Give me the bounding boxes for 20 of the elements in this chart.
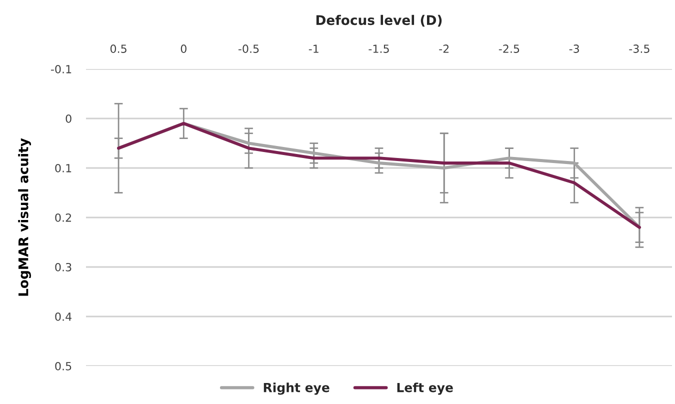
x-axis-title: Defocus level (D) bbox=[316, 14, 442, 27]
y-tick-label: 0 bbox=[66, 114, 72, 123]
x-tick-label: -1.5 bbox=[368, 44, 389, 53]
legend-label: Right eye bbox=[264, 382, 330, 395]
x-tick-label: -0.5 bbox=[238, 44, 259, 53]
x-tick-label: -1 bbox=[308, 44, 318, 53]
x-tick-label: 0 bbox=[180, 44, 186, 53]
y-tick-label: -0.1 bbox=[50, 64, 72, 74]
y-tick-label: 0.2 bbox=[55, 213, 71, 222]
y-tick-label: 0.5 bbox=[55, 362, 72, 370]
y-axis-title: LogMAR visual acuity bbox=[18, 138, 31, 296]
y-tick-label: 0.1 bbox=[55, 164, 72, 172]
x-tick-label: -3.5 bbox=[629, 44, 650, 53]
x-tick-label: 0.5 bbox=[110, 44, 126, 53]
x-tick-label: -3 bbox=[569, 44, 579, 53]
y-tick-label: 0.4 bbox=[55, 312, 72, 321]
x-tick-label: -2 bbox=[439, 44, 449, 53]
x-tick-label: -2.5 bbox=[498, 44, 520, 53]
legend-label: Left eye bbox=[397, 382, 453, 395]
y-tick-label: 0.3 bbox=[55, 262, 72, 272]
